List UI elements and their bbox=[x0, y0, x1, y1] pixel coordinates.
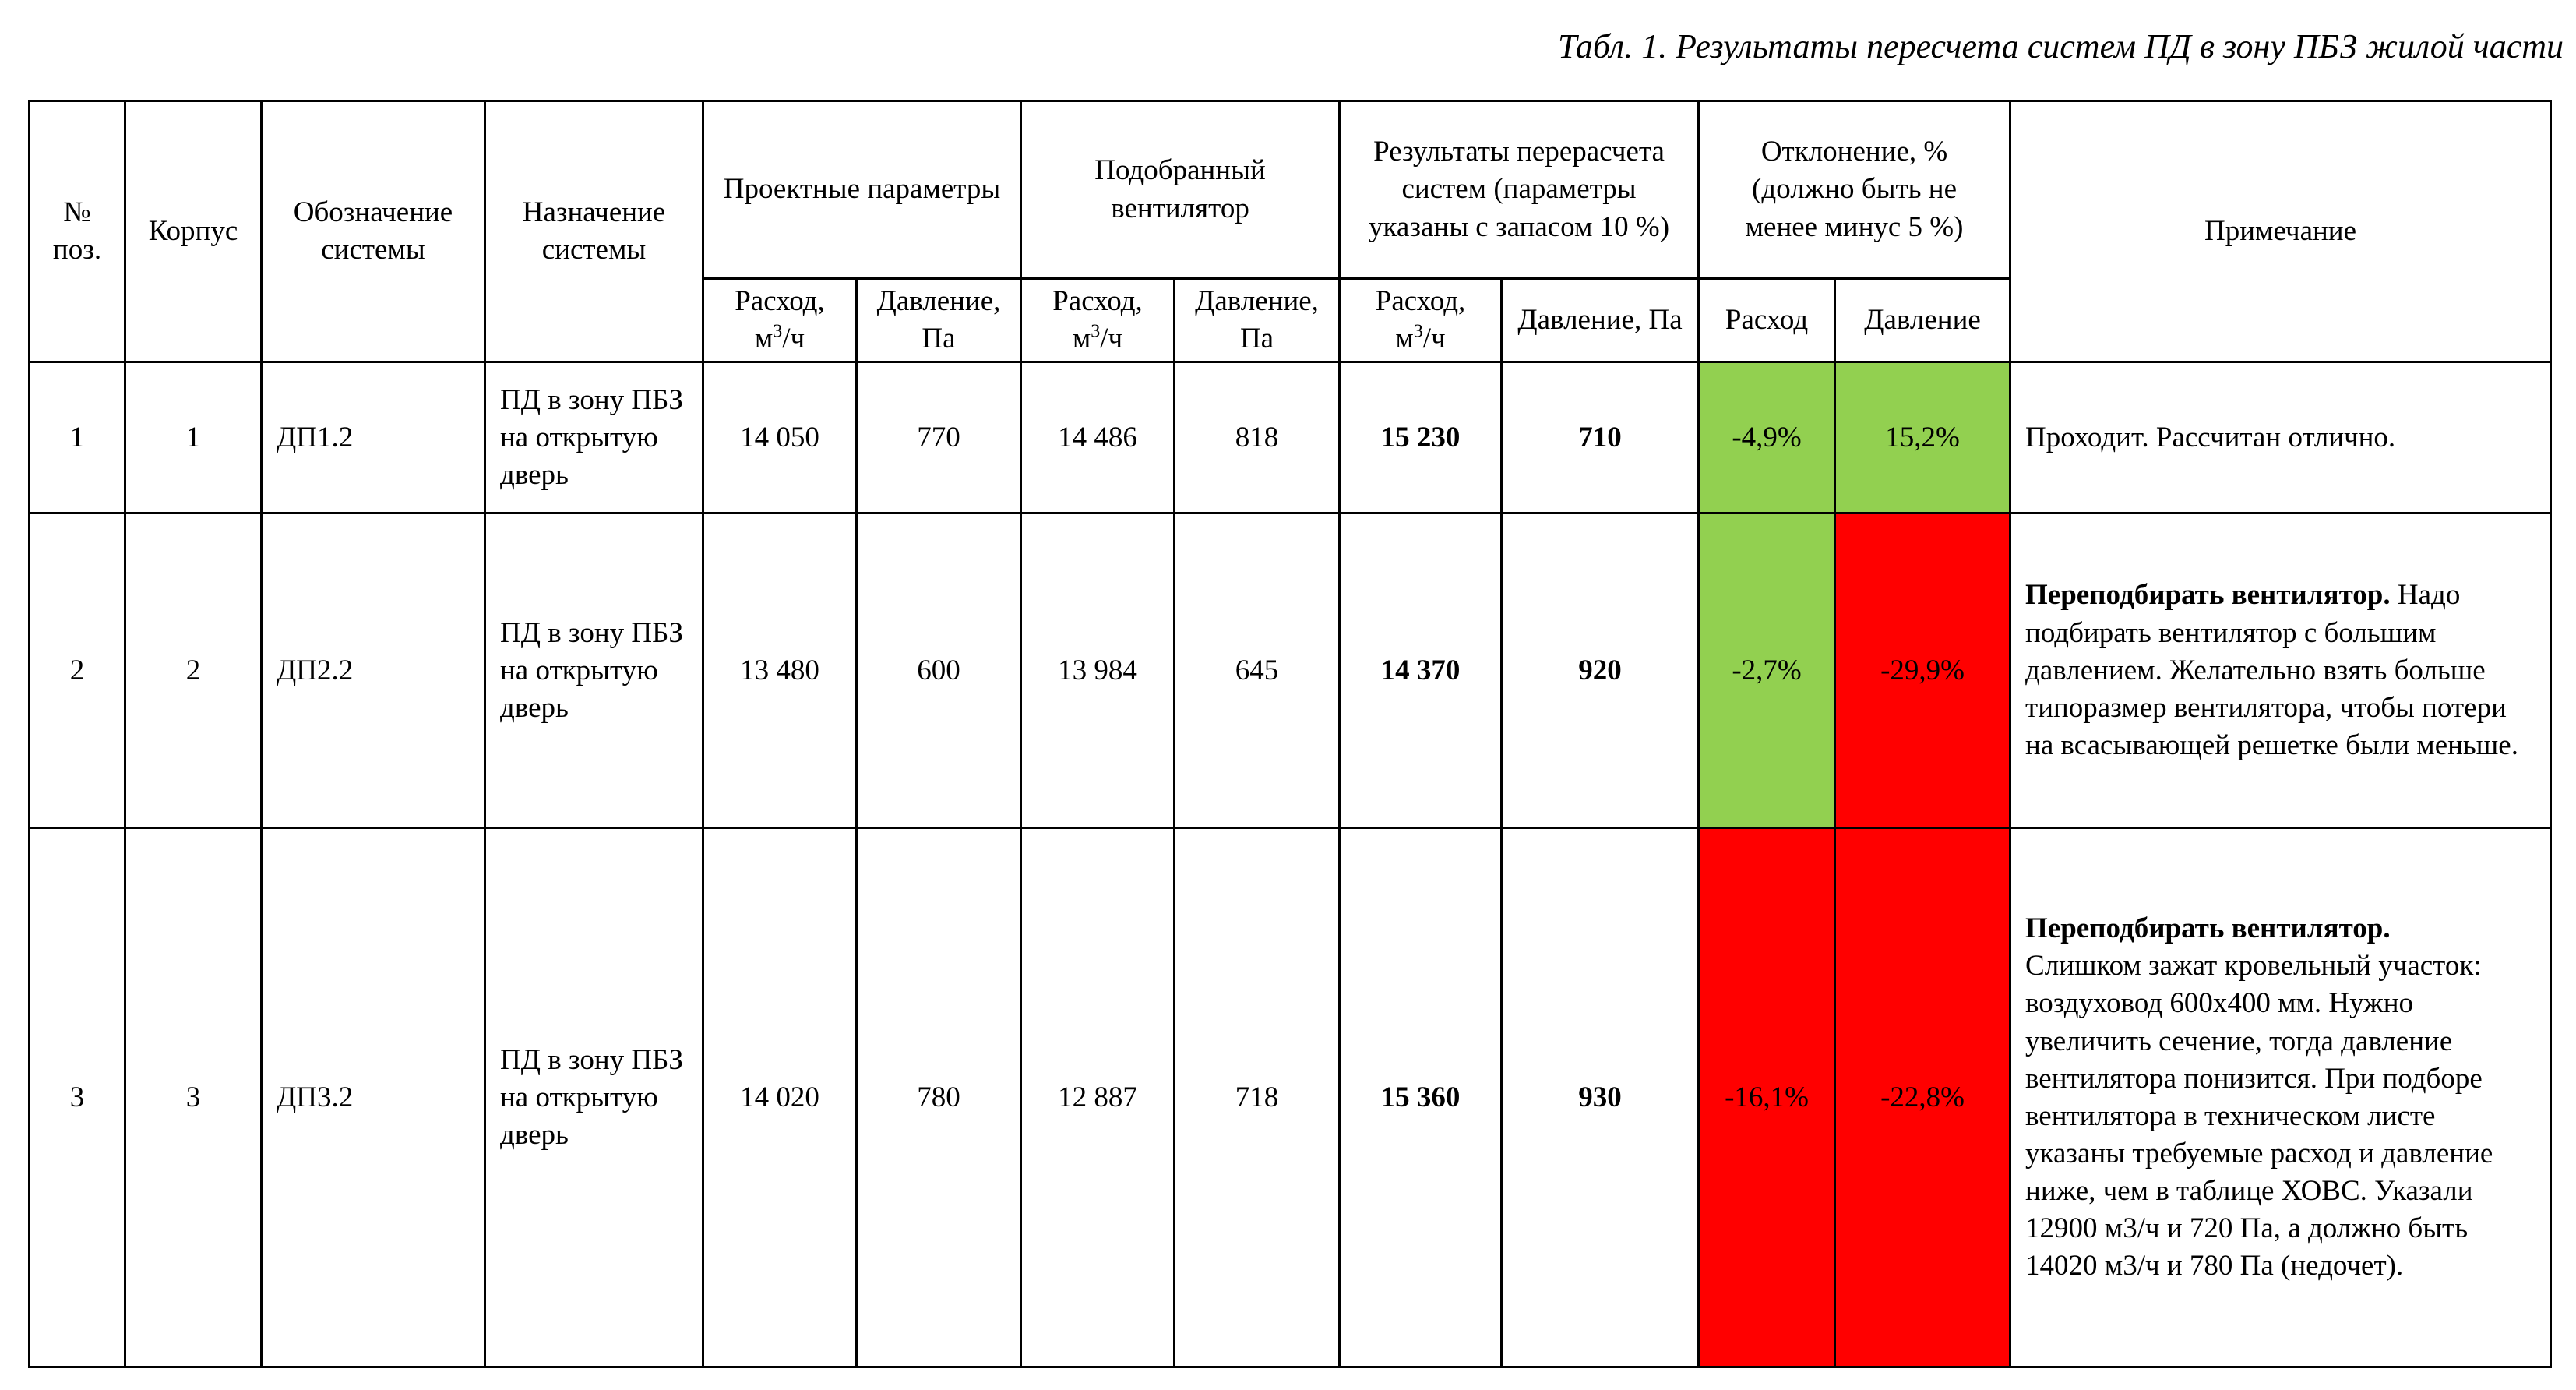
cell-dev-flow: -16,1% bbox=[1697, 827, 1837, 1369]
header-deviation: Отклонение, % (должно быть не менее мину… bbox=[1697, 100, 2012, 280]
cell-pos: 1 bbox=[28, 361, 126, 515]
cell-design-flow: 14 020 bbox=[702, 827, 858, 1369]
cell-fan-flow: 13 984 bbox=[1020, 512, 1176, 830]
results-table: № поз. Корпус Обозначение системы Назнач… bbox=[28, 99, 2553, 1369]
header-building: Корпус bbox=[124, 99, 263, 364]
cell-note: Переподбирать вентилятор. Слишком зажат к… bbox=[2009, 827, 2553, 1369]
cell-dev-pressure: 15,2% bbox=[1834, 361, 2012, 515]
cell-design-pressure: 770 bbox=[855, 361, 1023, 515]
cell-dev-pressure: -29,9% bbox=[1834, 512, 2012, 830]
header-selected-fan: Подобранный вентилятор bbox=[1020, 100, 1341, 280]
cell-design-pressure: 600 bbox=[855, 512, 1023, 830]
cell-recalc-flow: 14 370 bbox=[1338, 512, 1503, 830]
cell-recalc-pressure: 930 bbox=[1500, 827, 1700, 1369]
cell-fan-pressure: 718 bbox=[1173, 827, 1341, 1369]
cell-designation: ДП2.2 bbox=[260, 512, 486, 830]
cell-building: 1 bbox=[124, 361, 263, 515]
cell-dev-flow: -4,9% bbox=[1697, 361, 1837, 515]
header-note: Примечание bbox=[2009, 99, 2553, 364]
header-designation: Обозначение системы bbox=[260, 99, 486, 364]
cell-purpose: ПД в зону ПБЗ на открытую дверь bbox=[484, 827, 704, 1369]
cell-design-flow: 13 480 bbox=[702, 512, 858, 830]
table-row: 1 1 ДП1.2 ПД в зону ПБЗ на открытую двер… bbox=[28, 361, 2553, 515]
subheader-design-pressure: Давление, Па bbox=[855, 277, 1023, 364]
header-recalc-results: Результаты перерасчета систем (параметры… bbox=[1338, 100, 1700, 280]
table-row: 2 2 ДП2.2 ПД в зону ПБЗ на открытую двер… bbox=[28, 512, 2553, 830]
table-body: 1 1 ДП1.2 ПД в зону ПБЗ на открытую двер… bbox=[28, 361, 2553, 1369]
cell-designation: ДП3.2 bbox=[260, 827, 486, 1369]
subheader-recalc-pressure: Давление, Па bbox=[1500, 277, 1700, 364]
table-header: № поз. Корпус Обозначение системы Назнач… bbox=[28, 99, 2553, 364]
header-design-params: Проектные параметры bbox=[701, 100, 1023, 280]
cell-pos: 3 bbox=[28, 827, 126, 1369]
cell-design-flow: 14 050 bbox=[702, 361, 858, 515]
note-bold: Переподбирать вентилятор. bbox=[2025, 912, 2391, 945]
note-text: Слишком зажат кровельный участок: воздух… bbox=[2025, 950, 2493, 1282]
note-text: Проходит. Рассчитан отлично. bbox=[2025, 421, 2396, 453]
subheader-dev-flow: Расход bbox=[1697, 277, 1837, 364]
subheader-recalc-flow: Расход, м3/ч bbox=[1338, 277, 1503, 364]
table-caption: Табл. 1. Результаты пересчета систем ПД … bbox=[1558, 27, 2564, 65]
cell-dev-flow: -2,7% bbox=[1697, 512, 1837, 830]
note-bold: Переподбирать вентилятор. bbox=[2025, 579, 2391, 612]
cell-recalc-flow: 15 360 bbox=[1338, 827, 1503, 1369]
subheader-design-flow: Расход, м3/ч bbox=[702, 277, 858, 364]
cell-note: Переподбирать вентилятор. Надо подбирать… bbox=[2009, 512, 2553, 830]
cell-recalc-pressure: 920 bbox=[1500, 512, 1700, 830]
cell-note: Проходит. Рассчитан отлично. bbox=[2009, 361, 2553, 515]
cell-pos: 2 bbox=[28, 512, 126, 830]
note-text: Надо подбирать вентилятор с большим давл… bbox=[2025, 579, 2518, 761]
cell-fan-flow: 14 486 bbox=[1020, 361, 1176, 515]
cell-designation: ДП1.2 bbox=[260, 361, 486, 515]
cell-purpose: ПД в зону ПБЗ на открытую дверь bbox=[484, 512, 704, 830]
cell-building: 2 bbox=[124, 512, 263, 830]
subheader-dev-pressure: Давление bbox=[1834, 277, 2012, 364]
subheader-fan-flow: Расход, м3/ч bbox=[1020, 277, 1176, 364]
cell-purpose: ПД в зону ПБЗ на открытую дверь bbox=[484, 361, 704, 515]
cell-recalc-flow: 15 230 bbox=[1338, 361, 1503, 515]
cell-dev-pressure: -22,8% bbox=[1834, 827, 2012, 1369]
cell-building: 3 bbox=[124, 827, 263, 1369]
header-purpose: Назначение системы bbox=[484, 99, 704, 364]
subheader-fan-pressure: Давление, Па bbox=[1173, 277, 1341, 364]
table-row: 3 3 ДП3.2 ПД в зону ПБЗ на открытую двер… bbox=[28, 827, 2553, 1369]
cell-design-pressure: 780 bbox=[855, 827, 1023, 1369]
cell-fan-pressure: 818 bbox=[1173, 361, 1341, 515]
cell-recalc-pressure: 710 bbox=[1500, 361, 1700, 515]
header-pos: № поз. bbox=[28, 99, 126, 364]
cell-fan-flow: 12 887 bbox=[1020, 827, 1176, 1369]
cell-fan-pressure: 645 bbox=[1173, 512, 1341, 830]
